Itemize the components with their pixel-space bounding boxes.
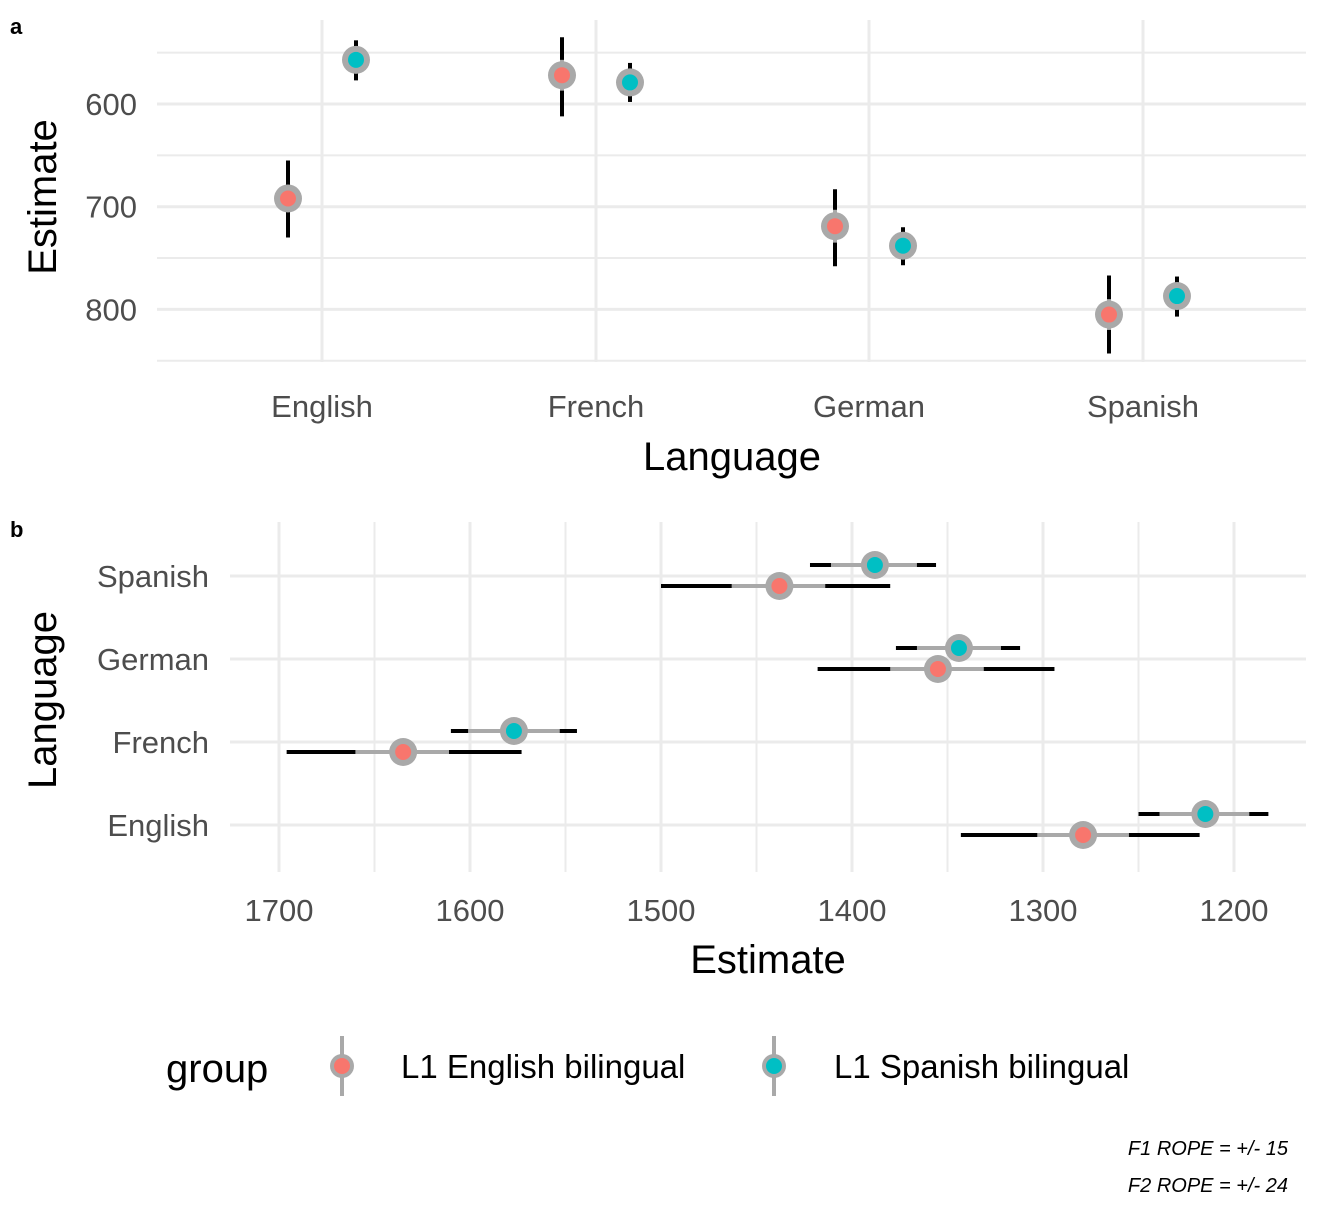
point-estimate: [895, 237, 911, 254]
point-estimate: [554, 67, 570, 84]
panel-a-marks: [274, 37, 1191, 354]
panel-b-grid: [230, 522, 1306, 872]
point-estimate: [1101, 306, 1117, 323]
panel-a-x-tick-label: German: [813, 389, 925, 424]
panel-a-y-axis-title: Estimate: [21, 119, 65, 275]
point-estimate: [348, 51, 364, 68]
legend-title: group: [166, 1047, 268, 1091]
panel-a-y-tick-label: 700: [85, 190, 137, 225]
panel-a-x-tick-label: English: [271, 389, 373, 424]
panel-a-grid: [157, 20, 1306, 362]
panel-a: a 600 700 800 English French German Spanish L…: [10, 14, 1306, 479]
panel-a-point-french-l1-english-bilingual: [548, 37, 576, 117]
panel-b-point-spanish-l1-spanish-bilingual: [809, 551, 937, 579]
panel-a-point-german-l1-spanish-bilingual: [889, 227, 917, 266]
panel-b-y-tick-label: German: [97, 642, 209, 677]
panel-a-point-spanish-l1-english-bilingual: [1095, 275, 1123, 354]
panel-b-x-tick-label: 1400: [818, 893, 887, 928]
point-estimate: [280, 190, 296, 207]
panel-b-point-english-l1-english-bilingual: [960, 821, 1200, 849]
panel-b-point-english-l1-spanish-bilingual: [1138, 800, 1269, 828]
panel-a-tag: a: [10, 14, 23, 39]
panel-b-x-axis-title: Estimate: [690, 938, 846, 982]
panel-a-point-english-l1-english-bilingual: [274, 160, 302, 238]
panel-b-point-german-l1-english-bilingual: [817, 655, 1055, 683]
point-estimate: [1197, 806, 1214, 822]
panel-b-y-ticks: English French German Spanish: [97, 559, 209, 843]
panel-a-x-tick-label: Spanish: [1087, 389, 1199, 424]
legend: group L1 English bilingual L1 Spanish bi…: [166, 1036, 1129, 1096]
point-estimate: [950, 640, 967, 656]
point-estimate: [1075, 827, 1092, 843]
caption-f2-rope: F2 ROPE = +/- 24: [1128, 1175, 1288, 1197]
panel-a-point-french-l1-spanish-bilingual: [616, 62, 644, 102]
panel-b-x-tick-label: 1300: [1009, 893, 1078, 928]
panel-a-point-spanish-l1-spanish-bilingual: [1163, 276, 1191, 317]
panel-b-tag: b: [10, 517, 23, 542]
point-estimate: [622, 74, 638, 91]
panel-a-y-ticks: 600 700 800: [85, 87, 137, 327]
point-estimate: [771, 578, 788, 594]
panel-b-x-ticks: 1700 1600 1500 1400 1300 1200: [245, 893, 1269, 928]
panel-b-point-spanish-l1-english-bilingual: [661, 572, 891, 600]
point-estimate: [866, 557, 883, 573]
panel-b-x-tick-label: 1500: [627, 893, 696, 928]
panel-b-y-tick-label: English: [107, 808, 209, 843]
point-estimate: [929, 661, 946, 677]
legend-label: L1 Spanish bilingual: [834, 1048, 1129, 1085]
caption-f1-rope: F1 ROPE = +/- 15: [1128, 1138, 1289, 1160]
panel-b-marks: [286, 551, 1269, 849]
panel-a-point-german-l1-english-bilingual: [821, 189, 849, 267]
panel-a-x-axis-title: Language: [643, 435, 821, 479]
panel-b-point-french-l1-spanish-bilingual: [450, 717, 577, 745]
panel-a-y-tick-label: 600: [85, 87, 137, 122]
panel-a-x-tick-label: French: [548, 389, 644, 424]
legend-key-swatch: [334, 1058, 350, 1074]
panel-b-x-tick-label: 1200: [1200, 893, 1269, 928]
panel-b-y-axis-title: Language: [21, 611, 65, 789]
panel-a-y-tick-label: 800: [85, 292, 137, 327]
panel-b-point-german-l1-spanish-bilingual: [895, 634, 1021, 662]
legend-item-l1-english: L1 English bilingual: [330, 1036, 685, 1096]
point-estimate: [395, 744, 412, 760]
panel-b: b English French German Spanish 1700 1600 150…: [10, 517, 1306, 982]
panel-b-x-tick-label: 1700: [245, 893, 314, 928]
legend-label: L1 English bilingual: [401, 1048, 685, 1085]
legend-key-swatch: [766, 1058, 782, 1074]
point-estimate: [827, 218, 843, 235]
panel-b-y-tick-label: French: [113, 725, 209, 760]
point-estimate: [1169, 288, 1185, 305]
panel-b-y-tick-label: Spanish: [97, 559, 209, 594]
panel-b-point-french-l1-english-bilingual: [286, 738, 522, 766]
point-estimate: [505, 723, 522, 739]
panel-a-point-english-l1-spanish-bilingual: [342, 40, 370, 81]
legend-item-l1-spanish: L1 Spanish bilingual: [762, 1036, 1129, 1096]
panel-b-x-tick-label: 1600: [436, 893, 505, 928]
panel-a-x-ticks: English French German Spanish: [271, 389, 1199, 424]
